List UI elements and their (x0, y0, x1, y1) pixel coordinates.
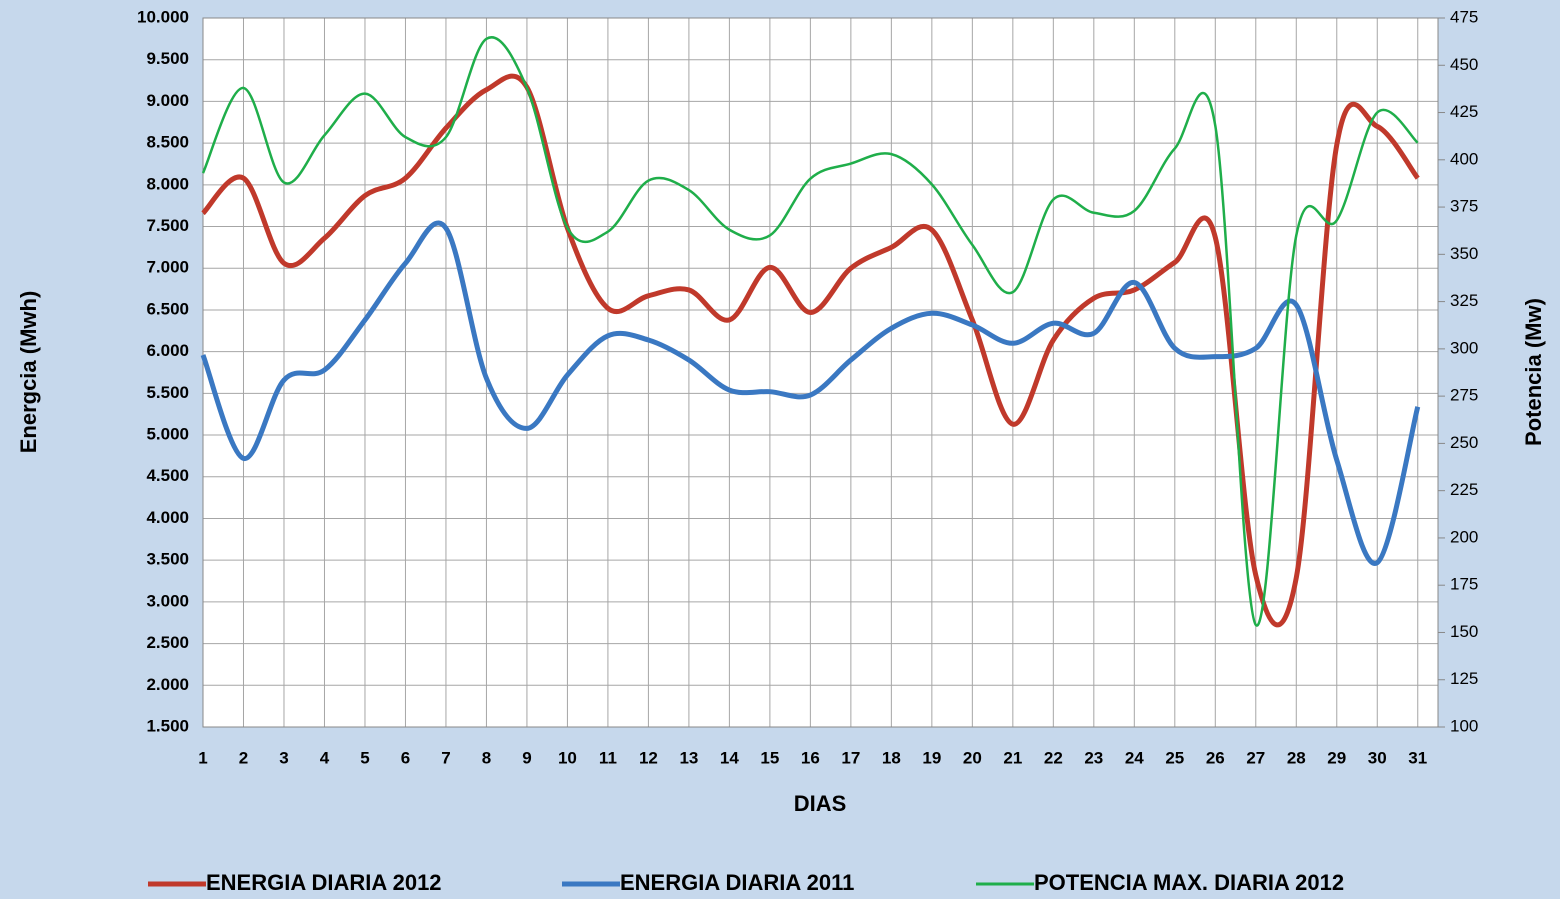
y2-tick-label: 250 (1450, 433, 1478, 452)
x-tick-label: 18 (882, 748, 901, 767)
x-tick-label: 10 (558, 748, 577, 767)
y2-tick-label: 200 (1450, 527, 1478, 546)
x-axis-title: DIAS (794, 791, 847, 816)
y-tick-label: 1.500 (146, 716, 189, 735)
x-tick-label: 30 (1368, 748, 1387, 767)
y-tick-label: 7.000 (146, 258, 189, 277)
y2-tick-label: 475 (1450, 7, 1478, 26)
x-tick-label: 1 (198, 748, 207, 767)
y2-tick-label: 350 (1450, 244, 1478, 263)
y-axis-title: Energcia (Mwh) (16, 291, 41, 454)
x-tick-label: 22 (1044, 748, 1063, 767)
series-line (201, 36, 1419, 627)
x-tick-label: 3 (279, 748, 288, 767)
y-tick-label: 6.500 (146, 299, 189, 318)
y2-tick-label: 300 (1450, 338, 1478, 357)
x-tick-label: 19 (922, 748, 941, 767)
y-tick-label: 10.000 (137, 7, 189, 26)
y-tick-label: 9.500 (146, 49, 189, 68)
y2-tick-label: 150 (1450, 622, 1478, 641)
x-tick-label: 17 (841, 748, 860, 767)
x-tick-label: 24 (1125, 748, 1144, 767)
y-tick-label: 2.000 (146, 675, 189, 694)
y2-tick-label: 100 (1450, 716, 1478, 735)
y2-tick-label: 450 (1450, 55, 1478, 74)
y2-tick-label: 325 (1450, 291, 1478, 310)
y-tick-label: 7.500 (146, 216, 189, 235)
x-tick-label: 6 (401, 748, 410, 767)
y-tick-label: 2.500 (146, 633, 189, 652)
y-tick-label: 6.000 (146, 341, 189, 360)
legend-label: ENERGIA DIARIA 2011 (620, 870, 854, 895)
legend-label: ENERGIA DIARIA 2012 (206, 870, 442, 895)
y2-tick-label: 225 (1450, 480, 1478, 499)
y-tick-label: 4.000 (146, 508, 189, 527)
y-tick-label: 9.000 (146, 91, 189, 110)
x-tick-label: 7 (441, 748, 450, 767)
x-tick-label: 8 (482, 748, 491, 767)
y2-tick-label: 175 (1450, 575, 1478, 594)
y-tick-label: 3.000 (146, 591, 189, 610)
x-tick-label: 26 (1206, 748, 1225, 767)
x-tick-label: 23 (1084, 748, 1103, 767)
x-tick-label: 27 (1246, 748, 1265, 767)
y2-axis-title: Potencia (Mw) (1521, 298, 1546, 446)
x-tick-label: 12 (639, 748, 658, 767)
plot-border (202, 17, 1439, 728)
y-tick-label: 3.500 (146, 550, 189, 569)
x-tick-label: 15 (760, 748, 779, 767)
y-tick-label: 5.500 (146, 383, 189, 402)
x-tick-label: 5 (360, 748, 369, 767)
x-tick-label: 13 (679, 748, 698, 767)
y2-tick-label: 425 (1450, 102, 1478, 121)
x-tick-label: 14 (720, 748, 739, 767)
x-tick-label: 4 (320, 748, 330, 767)
y-tick-label: 5.000 (146, 425, 189, 444)
x-tick-label: 9 (522, 748, 531, 767)
y-tick-label: 4.500 (146, 466, 189, 485)
y2-tick-label: 400 (1450, 149, 1478, 168)
x-tick-label: 11 (599, 748, 617, 767)
y2-tick-label: 125 (1450, 669, 1478, 688)
x-tick-label: 29 (1327, 748, 1346, 767)
x-tick-label: 31 (1408, 748, 1427, 767)
series-line (200, 220, 1421, 566)
y2-tick-label: 375 (1450, 197, 1478, 216)
x-tick-label: 28 (1287, 748, 1306, 767)
x-tick-label: 21 (1003, 748, 1022, 767)
y2-tick-label: 275 (1450, 386, 1478, 405)
y-tick-label: 8.500 (146, 133, 189, 152)
x-tick-label: 20 (963, 748, 982, 767)
x-tick-label: 2 (239, 748, 248, 767)
plot-area (203, 18, 1438, 727)
y-tick-label: 8.000 (146, 174, 189, 193)
legend-label: POTENCIA MAX. DIARIA 2012 (1034, 870, 1344, 895)
x-tick-label: 25 (1165, 748, 1184, 767)
x-tick-label: 16 (801, 748, 820, 767)
